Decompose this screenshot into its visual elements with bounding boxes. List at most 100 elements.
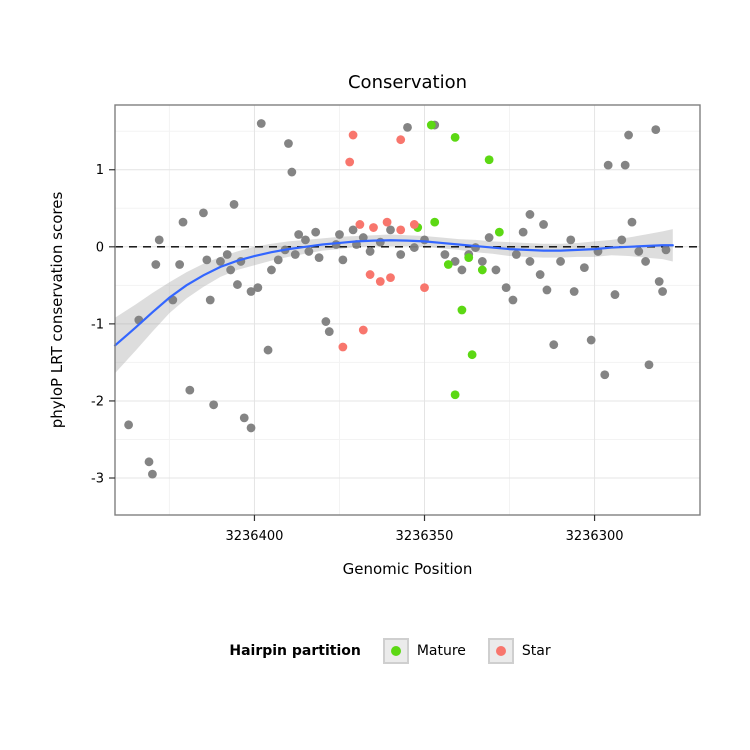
data-point-other: [450, 257, 460, 266]
data-point-other: [304, 247, 314, 256]
data-point-mature: [477, 265, 487, 275]
data-point-other: [535, 270, 545, 279]
data-point-other: [246, 423, 256, 433]
smooth-line: [113, 239, 674, 347]
data-point-other: [603, 160, 613, 170]
data-point-other: [311, 227, 321, 237]
y-tick-label: 1: [96, 163, 104, 178]
data-point-other: [579, 263, 589, 273]
legend-label-star: Star: [521, 643, 551, 659]
data-point-other: [284, 139, 293, 148]
data-point-other: [253, 283, 263, 293]
data-point-star: [386, 273, 395, 283]
data-point-other: [386, 225, 395, 235]
data-point-other: [256, 119, 266, 128]
data-point-other: [246, 287, 256, 296]
data-point-other: [610, 290, 620, 299]
data-point-other: [620, 160, 630, 170]
data-point-mature: [450, 390, 460, 400]
data-point-other: [518, 227, 528, 237]
data-point-other: [556, 257, 565, 266]
data-point-star: [409, 220, 419, 229]
data-point-other: [287, 167, 297, 177]
data-point-other: [144, 457, 154, 467]
data-point-other: [634, 247, 644, 256]
data-point-star: [345, 157, 355, 167]
data-point-star: [396, 135, 406, 145]
data-point-other: [539, 220, 548, 229]
data-point-other: [229, 200, 239, 209]
legend: Hairpin partition Mature Star: [0, 638, 750, 664]
data-point-other: [290, 250, 300, 259]
x-tick-label: 3236400: [225, 529, 283, 544]
data-point-other: [600, 370, 610, 380]
data-point-other: [185, 385, 195, 395]
data-point-other: [440, 250, 450, 259]
data-point-other: [627, 217, 637, 227]
data-point-mature: [450, 132, 460, 142]
data-point-other: [508, 295, 518, 305]
panel-background: [115, 105, 700, 515]
data-point-other: [569, 287, 579, 296]
data-point-mature: [467, 350, 477, 360]
data-point-other: [375, 237, 385, 247]
data-point-other: [511, 250, 521, 259]
data-point-star: [355, 220, 365, 229]
x-tick-label: 3236350: [396, 529, 454, 544]
data-point-star: [348, 130, 358, 140]
data-point-mature: [464, 253, 474, 262]
data-point-other: [586, 335, 596, 345]
data-point-other: [477, 257, 487, 266]
data-point-other: [484, 233, 494, 242]
legend-key-mature: [382, 638, 409, 664]
data-point-other: [226, 265, 236, 275]
data-point-other: [624, 130, 633, 140]
data-point-other: [216, 257, 225, 266]
data-point-other: [151, 260, 161, 269]
data-point-mature: [494, 227, 504, 237]
data-point-star: [420, 283, 429, 293]
data-point-mature: [430, 217, 440, 227]
data-point-other: [239, 413, 249, 423]
data-point-other: [501, 283, 511, 293]
data-point-other: [338, 255, 348, 265]
data-point-other: [525, 210, 535, 219]
x-tick-label: 3236300: [566, 529, 624, 544]
y-axis-label: phyloP LRT conservation scores: [48, 191, 66, 429]
data-point-other: [199, 208, 208, 218]
legend-item-star: Star: [487, 638, 551, 664]
data-point-other: [641, 257, 650, 266]
data-point-other: [222, 250, 232, 259]
data-point-star: [382, 217, 392, 227]
data-point-mature: [484, 155, 494, 165]
data-point-other: [409, 243, 419, 252]
data-point-other: [348, 225, 358, 235]
data-point-other: [358, 233, 368, 242]
data-point-star: [375, 277, 385, 286]
data-point-other: [233, 280, 242, 289]
data-point-star: [338, 342, 348, 352]
y-tick-label: -2: [91, 394, 104, 409]
legend-item-mature: Mature: [382, 638, 466, 664]
data-point-other: [335, 230, 344, 239]
data-point-other: [175, 260, 185, 269]
data-point-other: [205, 295, 215, 305]
data-point-other: [178, 217, 188, 227]
data-point-star: [358, 325, 368, 335]
x-axis-label: Genomic Position: [342, 560, 473, 578]
data-point-other: [566, 235, 576, 245]
data-point-other: [525, 257, 535, 266]
data-point-other: [273, 255, 283, 265]
legend-title: Hairpin partition: [229, 643, 361, 659]
y-tick-label: 0: [96, 240, 104, 255]
panel-border: [114, 104, 701, 516]
data-point-other: [542, 285, 552, 295]
legend-label-mature: Mature: [416, 643, 466, 659]
data-point-star: [369, 223, 378, 232]
data-point-other: [124, 420, 134, 430]
data-point-other: [396, 250, 406, 259]
data-point-other: [148, 469, 157, 479]
data-point-other: [658, 287, 667, 296]
data-point-star: [365, 270, 375, 279]
